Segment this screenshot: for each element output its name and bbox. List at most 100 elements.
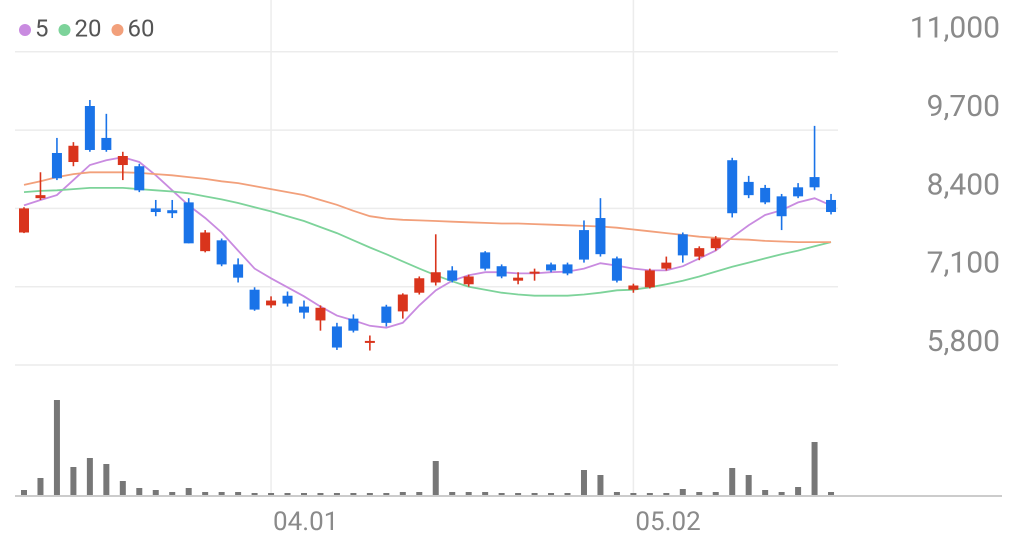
candle-body (628, 285, 639, 290)
volume-bar (37, 478, 44, 495)
candle-body (35, 195, 46, 199)
candle-body (595, 218, 606, 255)
volume-bar (333, 493, 340, 495)
volume-bar (70, 467, 77, 495)
candle-body (743, 181, 754, 196)
candle-body (233, 264, 244, 278)
legend-label: 5 (35, 14, 49, 42)
legend-label: 60 (127, 14, 154, 42)
volume-bar (712, 492, 719, 495)
candle-body (282, 295, 293, 304)
candle-body (19, 208, 29, 233)
volume-bar (284, 493, 291, 495)
ma-line (23, 156, 832, 329)
volume-bar (449, 492, 456, 495)
candle-body (84, 106, 95, 150)
candle-body (447, 270, 458, 281)
volume-bar (663, 493, 670, 495)
volume-bar (399, 492, 406, 495)
candle-body (167, 210, 178, 214)
candle-body (562, 264, 573, 274)
legend-marker (111, 24, 124, 36)
candle-body (183, 202, 194, 244)
volume-bar (136, 488, 143, 495)
volume-bar (762, 490, 769, 495)
volume-bar (202, 492, 209, 495)
candle-body (68, 145, 79, 163)
candle-body (677, 234, 688, 256)
volume-bar (317, 493, 324, 495)
volume-bar (53, 400, 60, 495)
volume-bar (778, 492, 785, 495)
volume-bar (185, 488, 192, 495)
volume-bar (580, 470, 587, 495)
volume-bar (86, 458, 93, 495)
volume-bar (498, 493, 505, 495)
legend-marker (58, 24, 71, 36)
volume-bar (630, 493, 637, 495)
candle-body (331, 326, 342, 348)
y-tick-label: 8,400 (927, 167, 1000, 202)
candle-body (546, 264, 557, 271)
volume-bar (152, 490, 159, 495)
candle-body (793, 187, 804, 197)
x-tick-label: 05.02 (635, 507, 700, 537)
candle-body (644, 270, 655, 288)
y-tick-label: 7,100 (927, 246, 1000, 281)
candle-body (117, 155, 128, 166)
volume-bar (268, 493, 275, 495)
candle-body (463, 276, 474, 285)
candle-body (826, 199, 837, 213)
candle-body (611, 258, 622, 281)
candle-body (381, 306, 392, 323)
candle-body (727, 160, 738, 214)
y-tick-label: 9,700 (927, 89, 1000, 124)
volume-bar (679, 489, 686, 495)
candle-body (480, 252, 491, 269)
volume-bar (366, 493, 373, 495)
volume-bar (482, 492, 489, 495)
candle-body (578, 230, 589, 260)
volume-bar (828, 492, 835, 495)
candle-body (710, 238, 721, 249)
candle-body (694, 248, 705, 257)
legend-label: 20 (75, 14, 102, 42)
volume-bar (432, 461, 439, 495)
candle-body (661, 262, 672, 269)
volume-bar (811, 442, 818, 495)
candle-body (496, 266, 507, 277)
candle-body (430, 272, 441, 283)
volume-bar (169, 492, 176, 495)
volume-bar (745, 475, 752, 495)
volume-bar (218, 492, 225, 495)
x-tick-label: 04.01 (273, 507, 338, 537)
ma-line (23, 187, 832, 297)
ma-line (23, 171, 831, 243)
candle-body (249, 289, 260, 310)
candle-body (513, 277, 524, 281)
volume-bar (515, 493, 522, 495)
volume-bar (465, 492, 472, 495)
candle-body (298, 306, 309, 313)
candle-body (364, 340, 375, 343)
volume-bar (696, 492, 703, 495)
candle-body (134, 166, 145, 191)
candle-body (348, 318, 359, 331)
volume-bar (350, 493, 357, 495)
volume-bar (531, 493, 538, 495)
volume-bar (119, 481, 126, 495)
candle-body (266, 300, 277, 306)
volume-bar (729, 468, 736, 495)
volume-bar (103, 464, 110, 495)
candle-body (315, 307, 326, 321)
candle-body (414, 278, 425, 293)
candle-body (809, 177, 820, 188)
candle-body (200, 232, 211, 252)
volume-bar (613, 492, 620, 495)
candle-body (529, 271, 540, 274)
volume-bar (564, 493, 571, 495)
candle-body (776, 196, 787, 217)
